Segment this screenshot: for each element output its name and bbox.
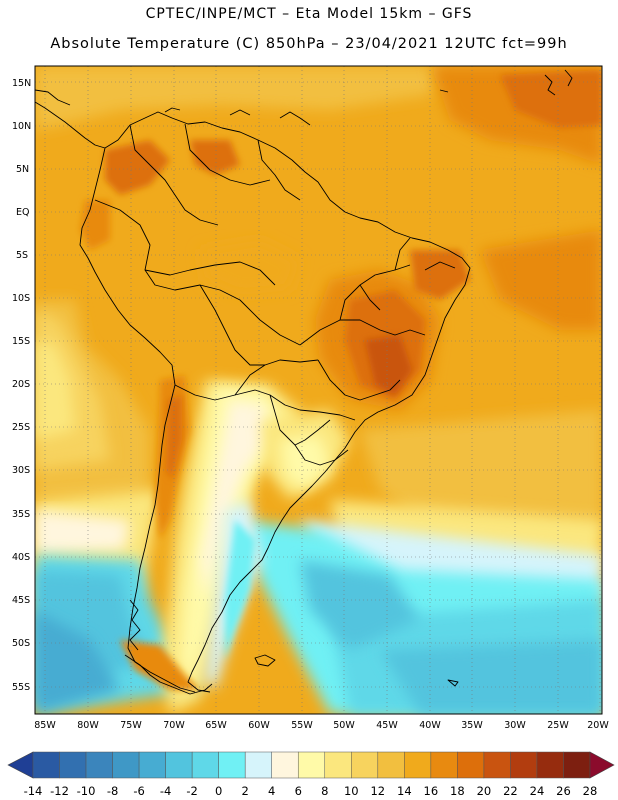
colorbar-label: 24 bbox=[530, 784, 545, 798]
colorbar-label: 0 bbox=[215, 784, 222, 798]
colorbar-swatch bbox=[32, 751, 60, 779]
map-title-line-1: CPTEC/INPE/MCT – Eta Model 15km – GFS bbox=[145, 6, 473, 22]
lat-label: 5S bbox=[16, 250, 28, 261]
colorbar-label: 20 bbox=[477, 784, 492, 798]
colorbar-swatch bbox=[404, 751, 432, 779]
colorbar-swatch bbox=[563, 751, 591, 779]
colorbar-label: 8 bbox=[321, 784, 328, 798]
lat-lon-grid bbox=[35, 66, 602, 714]
colorbar-label: 16 bbox=[424, 784, 439, 798]
lon-label: 55W bbox=[291, 720, 313, 731]
lon-label: 75W bbox=[120, 720, 142, 731]
map-frame bbox=[34, 65, 603, 715]
colorbar-label: 18 bbox=[450, 784, 465, 798]
lon-label: 45W bbox=[376, 720, 398, 731]
colorbar-label: -10 bbox=[77, 784, 96, 798]
colorbar-swatch bbox=[457, 751, 485, 779]
latitude-labels: 15N 10N 5N EQ 5S 10S 15S 20S 25S 30S 35S… bbox=[12, 78, 31, 693]
colorbar-label: 22 bbox=[503, 784, 518, 798]
colorbar-label: -6 bbox=[133, 784, 144, 798]
lat-label: 55S bbox=[12, 682, 30, 693]
colorbar-label: 12 bbox=[370, 784, 385, 798]
lat-label: 25S bbox=[12, 422, 30, 433]
colorbar-swatch bbox=[483, 751, 511, 779]
colorbar-label: -8 bbox=[107, 784, 118, 798]
lat-label: 45S bbox=[12, 595, 30, 606]
lat-label: 15N bbox=[12, 78, 31, 89]
lat-label: 15S bbox=[12, 336, 30, 347]
colorbar-label: 14 bbox=[397, 784, 412, 798]
lon-label: 80W bbox=[77, 720, 99, 731]
colorbar-swatch bbox=[510, 751, 538, 779]
longitude-labels: 85W 80W 75W 70W 65W 60W 55W 50W 45W 40W … bbox=[34, 720, 609, 731]
colorbar-swatch bbox=[218, 751, 246, 779]
colorbar-label: 26 bbox=[556, 784, 571, 798]
colorbar-swatch bbox=[351, 751, 379, 779]
lat-label: 10N bbox=[12, 121, 31, 132]
colorbar-swatch bbox=[271, 751, 299, 779]
lat-label: 10S bbox=[12, 293, 30, 304]
colorbar-label: -4 bbox=[160, 784, 171, 798]
colorbar-label: -2 bbox=[186, 784, 197, 798]
colorbar-label: 6 bbox=[295, 784, 302, 798]
colorbar-swatch bbox=[324, 751, 352, 779]
lat-label: 50S bbox=[12, 638, 30, 649]
lat-label: 5N bbox=[16, 164, 29, 175]
lat-label: EQ bbox=[16, 207, 29, 218]
colorbar-label: -14 bbox=[24, 784, 43, 798]
colorbar-swatch bbox=[536, 751, 564, 779]
colorbar-swatch bbox=[297, 751, 326, 779]
lat-label: 35S bbox=[12, 509, 30, 520]
lon-label: 50W bbox=[333, 720, 355, 731]
temperature-field bbox=[35, 66, 602, 714]
colorbar-swatch bbox=[244, 751, 272, 779]
lon-label: 60W bbox=[248, 720, 270, 731]
colorbar-arrow-left bbox=[7, 751, 34, 779]
lon-label: 85W bbox=[34, 720, 56, 731]
colorbar-label: 28 bbox=[583, 784, 598, 798]
colorbar-label: 4 bbox=[268, 784, 275, 798]
colorbar-swatch bbox=[165, 751, 193, 779]
colorbar-swatch bbox=[85, 751, 113, 779]
colorbar-swatch bbox=[138, 751, 166, 779]
colorbar-label: 2 bbox=[242, 784, 249, 798]
lon-label: 70W bbox=[163, 720, 185, 731]
colorbar-swatch bbox=[191, 751, 219, 779]
lon-label: 20W bbox=[587, 720, 609, 731]
lon-label: 65W bbox=[205, 720, 227, 731]
lon-label: 40W bbox=[419, 720, 441, 731]
colorbar-swatch bbox=[59, 751, 87, 779]
temperature-colorbar: -14 -12 -10 -8 -6 -4 -2 0 2 4 6 8 10 12 14 16 18 20 22 24 26… bbox=[7, 751, 615, 798]
lon-label: 35W bbox=[461, 720, 483, 731]
colorbar-arrow-right bbox=[589, 751, 615, 779]
map-title-line-2: Absolute Temperature (C) 850hPa – 23/04/… bbox=[50, 36, 568, 52]
colorbar-label: 10 bbox=[344, 784, 359, 798]
lat-label: 30S bbox=[12, 465, 30, 476]
colorbar-swatch bbox=[112, 751, 140, 779]
coastline-borders bbox=[35, 69, 573, 695]
lon-label: 25W bbox=[547, 720, 569, 731]
colorbar-swatch bbox=[377, 751, 405, 779]
lat-label: 40S bbox=[12, 552, 30, 563]
colorbar-label: -12 bbox=[50, 784, 69, 798]
lat-label: 20S bbox=[12, 379, 30, 390]
lon-label: 30W bbox=[504, 720, 526, 731]
colorbar-swatch bbox=[430, 751, 458, 779]
